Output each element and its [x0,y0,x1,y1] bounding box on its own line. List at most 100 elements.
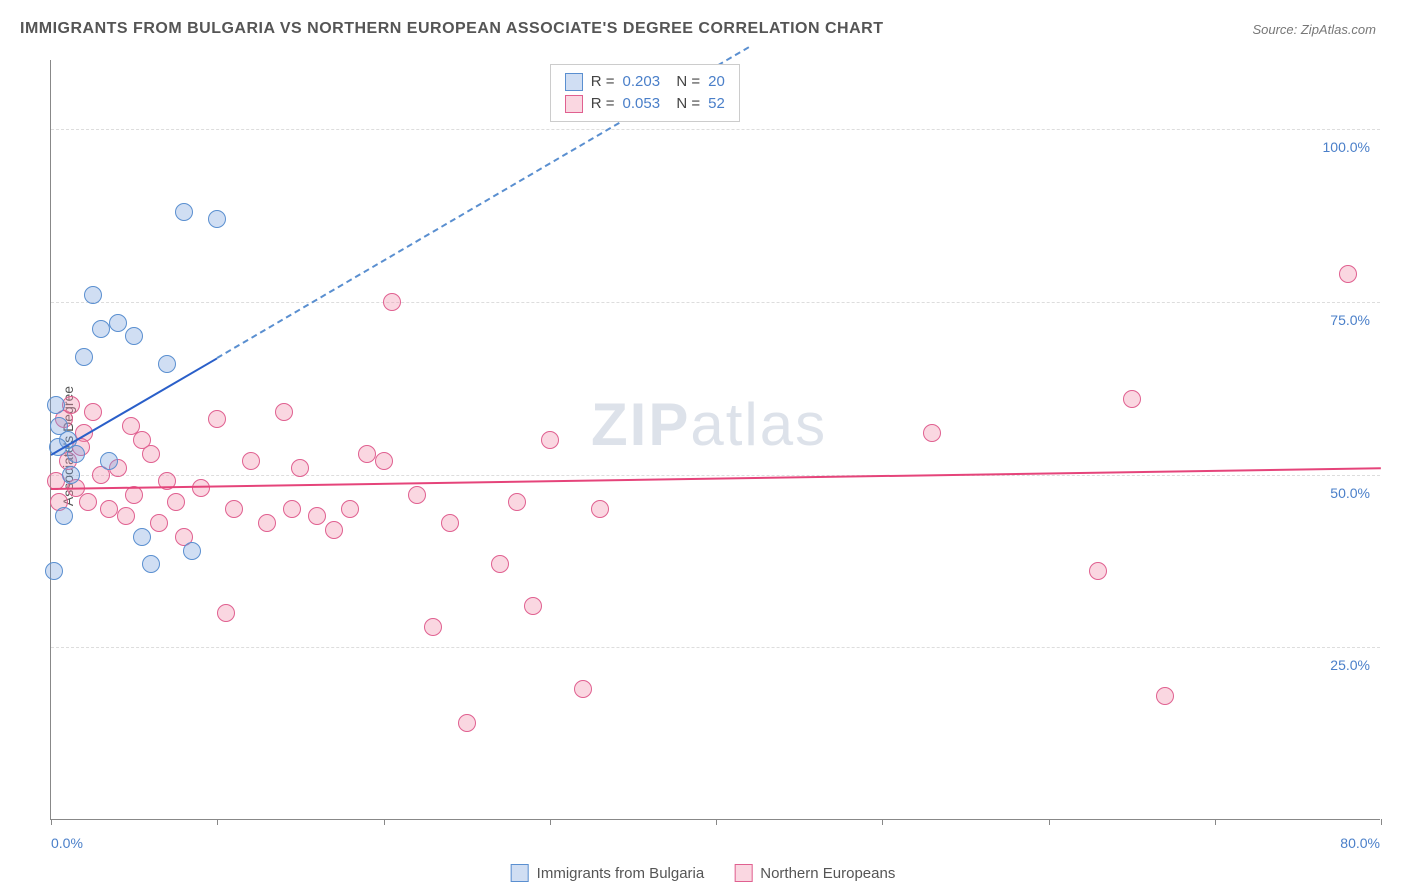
r-value: 0.203 [623,71,661,93]
legend-swatch-bulgaria [511,864,529,882]
data-point-northern [192,479,210,497]
x-tick [716,819,717,825]
data-point-bulgaria [125,327,143,345]
n-value: 52 [708,93,725,115]
data-point-northern [923,424,941,442]
watermark-atlas: atlas [690,391,827,458]
legend-swatch [565,73,583,91]
legend-row-northern: R = 0.053 N = 52 [565,93,725,115]
data-point-northern [79,493,97,511]
x-tick-label-min: 0.0% [51,835,83,851]
data-point-northern [458,714,476,732]
data-point-bulgaria [183,542,201,560]
r-label: R = [591,71,615,93]
legend-label-bulgaria: Immigrants from Bulgaria [537,865,705,882]
trend-line [51,468,1381,491]
data-point-bulgaria [55,507,73,525]
data-point-bulgaria [47,396,65,414]
data-point-northern [441,514,459,532]
data-point-northern [122,417,140,435]
data-point-northern [508,493,526,511]
data-point-northern [1339,265,1357,283]
data-point-northern [100,500,118,518]
y-tick-label: 100.0% [1323,139,1370,155]
data-point-bulgaria [92,320,110,338]
legend-swatch [565,95,583,113]
data-point-northern [1156,687,1174,705]
x-tick [384,819,385,825]
x-tick [550,819,551,825]
y-tick-label: 25.0% [1330,657,1370,673]
x-tick [217,819,218,825]
data-point-bulgaria [67,445,85,463]
legend-label-northern: Northern Europeans [760,865,895,882]
x-tick [1381,819,1382,825]
y-tick-label: 75.0% [1330,312,1370,328]
n-label: N = [668,71,700,93]
data-point-northern [341,500,359,518]
data-point-northern [150,514,168,532]
r-value: 0.053 [623,93,661,115]
data-point-northern [258,514,276,532]
n-value: 20 [708,71,725,93]
gridline [51,475,1380,476]
data-point-northern [167,493,185,511]
x-tick-label-max: 80.0% [1340,835,1380,851]
source-prefix: Source: [1252,22,1300,37]
source-name: ZipAtlas.com [1301,22,1376,37]
data-point-northern [424,618,442,636]
legend-correlation: R = 0.203 N = 20 R = 0.053 N = 52 [550,64,740,122]
watermark-zip: ZIP [591,391,690,458]
data-point-northern [283,500,301,518]
data-point-northern [491,555,509,573]
data-point-northern [325,521,343,539]
data-point-bulgaria [100,452,118,470]
gridline [51,129,1380,130]
legend-bottom: Immigrants from Bulgaria Northern Europe… [511,864,896,882]
n-label: N = [668,93,700,115]
plot-area: ZIPatlas 25.0%50.0%75.0%100.0%0.0%80.0%R… [50,60,1380,820]
data-point-northern [408,486,426,504]
data-point-northern [84,403,102,421]
data-point-northern [208,410,226,428]
data-point-northern [225,500,243,518]
data-point-bulgaria [175,203,193,221]
gridline [51,302,1380,303]
legend-row-bulgaria: R = 0.203 N = 20 [565,71,725,93]
data-point-bulgaria [62,466,80,484]
x-tick [1215,819,1216,825]
gridline [51,647,1380,648]
legend-item-bulgaria: Immigrants from Bulgaria [511,864,705,882]
data-point-northern [1089,562,1107,580]
legend-item-northern: Northern Europeans [734,864,895,882]
legend-swatch-northern [734,864,752,882]
data-point-bulgaria [109,314,127,332]
data-point-northern [383,293,401,311]
data-point-northern [125,486,143,504]
data-point-bulgaria [45,562,63,580]
y-tick-label: 50.0% [1330,485,1370,501]
watermark: ZIPatlas [591,390,827,459]
data-point-northern [1123,390,1141,408]
data-point-northern [291,459,309,477]
data-point-northern [541,431,559,449]
x-tick [1049,819,1050,825]
data-point-northern [574,680,592,698]
x-tick [51,819,52,825]
data-point-northern [591,500,609,518]
data-point-bulgaria [75,348,93,366]
data-point-northern [358,445,376,463]
data-point-northern [217,604,235,622]
data-point-bulgaria [208,210,226,228]
chart-title: IMMIGRANTS FROM BULGARIA VS NORTHERN EUR… [20,20,883,38]
data-point-bulgaria [133,528,151,546]
data-point-northern [117,507,135,525]
data-point-northern [275,403,293,421]
r-label: R = [591,93,615,115]
data-point-northern [242,452,260,470]
data-point-northern [375,452,393,470]
data-point-northern [524,597,542,615]
x-tick [882,819,883,825]
data-point-bulgaria [158,355,176,373]
data-point-bulgaria [142,555,160,573]
